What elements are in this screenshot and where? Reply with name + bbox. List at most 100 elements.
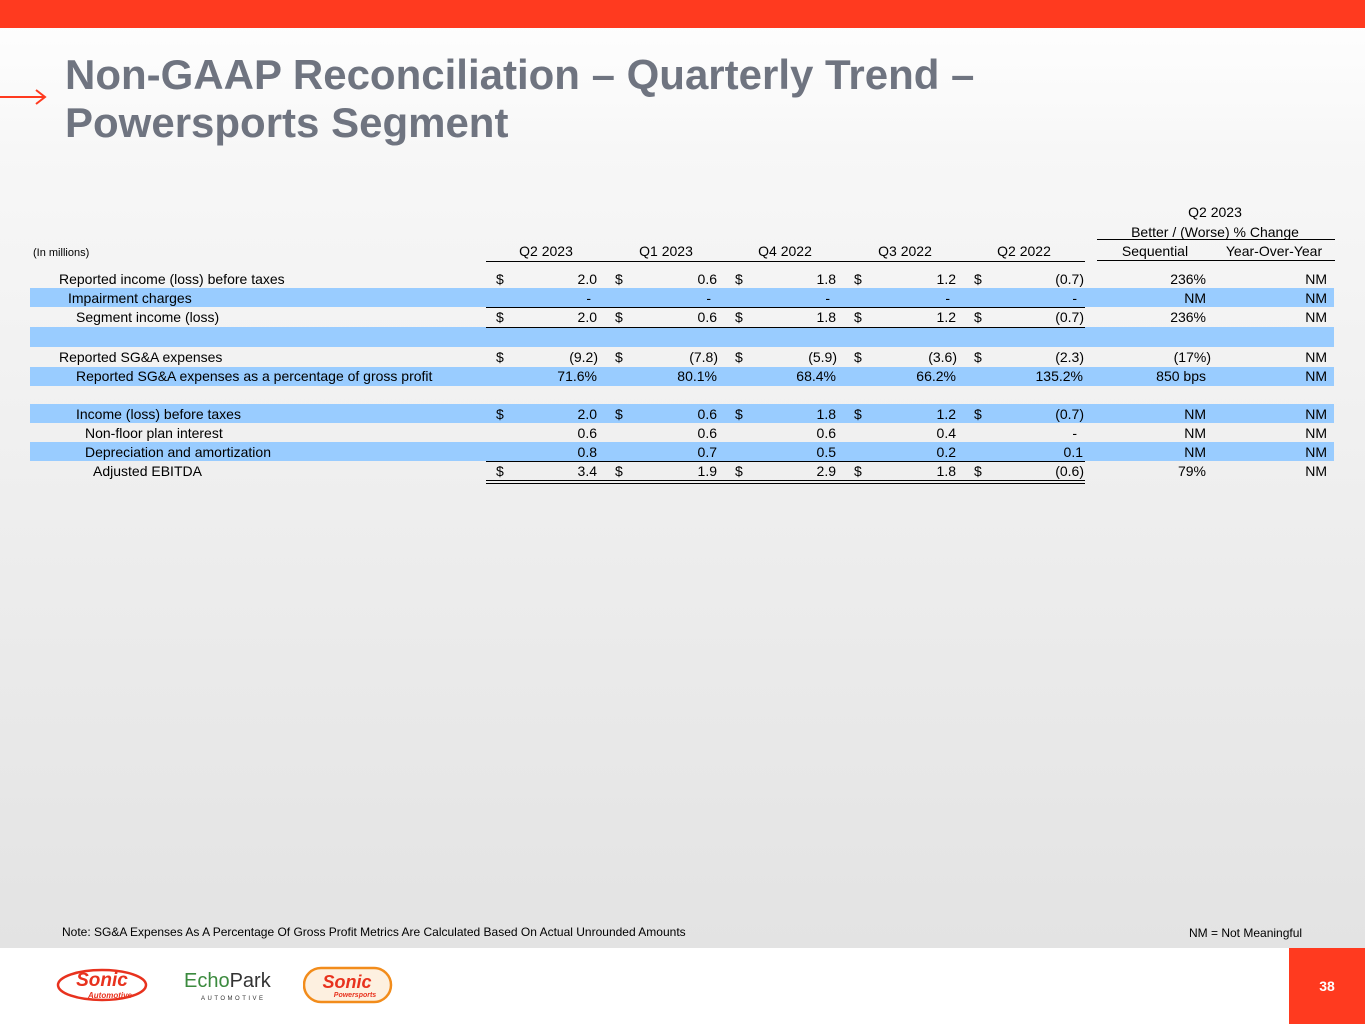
table-cell: 0.4 [936, 425, 956, 441]
table-cell: (2.3) [1055, 349, 1084, 365]
row-label: Depreciation and amortization [85, 444, 271, 460]
sonic-automotive-logo: Sonic Automotive [56, 968, 148, 1002]
dollar-sign: $ [615, 271, 623, 287]
dollar-sign: $ [854, 406, 862, 422]
table-cell: 2.9 [816, 463, 836, 479]
row-highlight-band [30, 442, 1334, 461]
row-label: Reported income (loss) before taxes [59, 271, 285, 287]
column-header-sequential: Sequential [1121, 243, 1189, 259]
table-cell: 1.2 [936, 406, 956, 422]
yoy-change: NM [1305, 463, 1327, 479]
yoy-change: NM [1305, 309, 1327, 325]
table-cell: (0.6) [1055, 463, 1084, 479]
page-number: 38 [1289, 948, 1365, 1024]
dollar-sign: $ [854, 271, 862, 287]
page-title: Non-GAAP Reconciliation – Quarterly Tren… [65, 51, 1265, 147]
dollar-sign: $ [735, 406, 743, 422]
footer-note: Note: SG&A Expenses As A Percentage Of G… [62, 925, 686, 939]
table-cell: 3.4 [577, 463, 597, 479]
dollar-sign: $ [854, 309, 862, 325]
logo1-text: Sonic [76, 970, 128, 991]
logo2-text-a: Echo [184, 970, 230, 992]
dollar-sign: $ [496, 309, 504, 325]
table-cell: (9.2) [569, 349, 598, 365]
logo3-text: Sonic [322, 972, 371, 992]
table-cell: 0.6 [697, 406, 717, 422]
column-header-rule [486, 261, 1085, 262]
group-header-period: Q2 2023 [1188, 204, 1242, 220]
table-cell: 0.6 [577, 425, 597, 441]
table-cell: 1.8 [816, 271, 836, 287]
change-header-rule [1097, 260, 1335, 261]
yoy-change: NM [1305, 444, 1327, 460]
dollar-sign: $ [496, 271, 504, 287]
table-cell: 0.1 [1063, 444, 1083, 460]
yoy-change: NM [1305, 349, 1327, 365]
sequential-change: NM [1184, 406, 1206, 422]
echopark-logo: EchoPark AUTOMOTIVE [184, 970, 272, 1002]
table-cell: (0.7) [1055, 271, 1084, 287]
row-label: Impairment charges [68, 290, 192, 306]
subtotal-rule [486, 307, 1085, 308]
yoy-change: NM [1305, 368, 1327, 384]
table-cell: 66.2% [916, 368, 956, 384]
table-cell: 1.8 [816, 406, 836, 422]
table-cell: 1.2 [936, 309, 956, 325]
table-cell: 68.4% [796, 368, 836, 384]
table-cell: 0.5 [816, 444, 836, 460]
dollar-sign: $ [615, 463, 623, 479]
column-header-yoy: Year-Over-Year [1225, 243, 1323, 259]
svg-text:EchoPark: EchoPark [184, 970, 272, 992]
row-label: Income (loss) before taxes [76, 406, 241, 422]
table-cell: 0.6 [816, 425, 836, 441]
dollar-sign: $ [974, 463, 982, 479]
column-header: Q2 2022 [997, 243, 1051, 259]
sequential-change: 236% [1170, 309, 1206, 325]
table-cell: - [825, 290, 830, 306]
header-rule [1097, 239, 1335, 240]
dollar-sign: $ [974, 349, 982, 365]
row-label: Reported SG&A expenses [59, 349, 223, 365]
row-highlight-band [30, 404, 1334, 423]
table-cell: - [706, 290, 711, 306]
table-cell: 2.0 [577, 309, 597, 325]
table-cell: (3.6) [928, 349, 957, 365]
arrow-right-icon [0, 89, 47, 105]
table-cell: (7.8) [689, 349, 718, 365]
table-cell: (0.7) [1055, 309, 1084, 325]
logo2-sub: AUTOMOTIVE [201, 996, 266, 1002]
dollar-sign: $ [735, 309, 743, 325]
title-line-2: Powersports Segment [65, 99, 509, 146]
dollar-sign: $ [496, 349, 504, 365]
dollar-sign: $ [974, 271, 982, 287]
total-rule [486, 327, 1085, 328]
sequential-change: NM [1184, 290, 1206, 306]
row-label: Adjusted EBITDA [93, 463, 202, 479]
dollar-sign: $ [974, 309, 982, 325]
table-cell: 1.2 [936, 271, 956, 287]
column-header: Q2 2023 [519, 243, 573, 259]
column-header: Q1 2023 [639, 243, 693, 259]
dollar-sign: $ [735, 271, 743, 287]
row-highlight-band [30, 288, 1334, 307]
dollar-sign: $ [854, 349, 862, 365]
units-label: (In millions) [33, 247, 90, 259]
logo3-sub: Powersports [334, 992, 377, 999]
dollar-sign: $ [735, 463, 743, 479]
table-cell: 1.8 [936, 463, 956, 479]
dollar-sign: $ [496, 463, 504, 479]
row-label: Non-floor plan interest [85, 425, 223, 441]
table-cell: - [586, 290, 591, 306]
sequential-change: NM [1184, 425, 1206, 441]
sequential-change: 850 bps [1156, 368, 1206, 384]
yoy-change: NM [1305, 290, 1327, 306]
dollar-sign: $ [615, 349, 623, 365]
table-cell: 0.2 [936, 444, 956, 460]
logo2-text-b: Park [230, 970, 272, 992]
sequential-change: 79% [1177, 463, 1206, 479]
dollar-sign: $ [496, 406, 504, 422]
yoy-change: NM [1305, 271, 1327, 287]
table-cell: - [1072, 425, 1077, 441]
table-cell: - [1072, 290, 1077, 306]
yoy-change: NM [1305, 425, 1327, 441]
